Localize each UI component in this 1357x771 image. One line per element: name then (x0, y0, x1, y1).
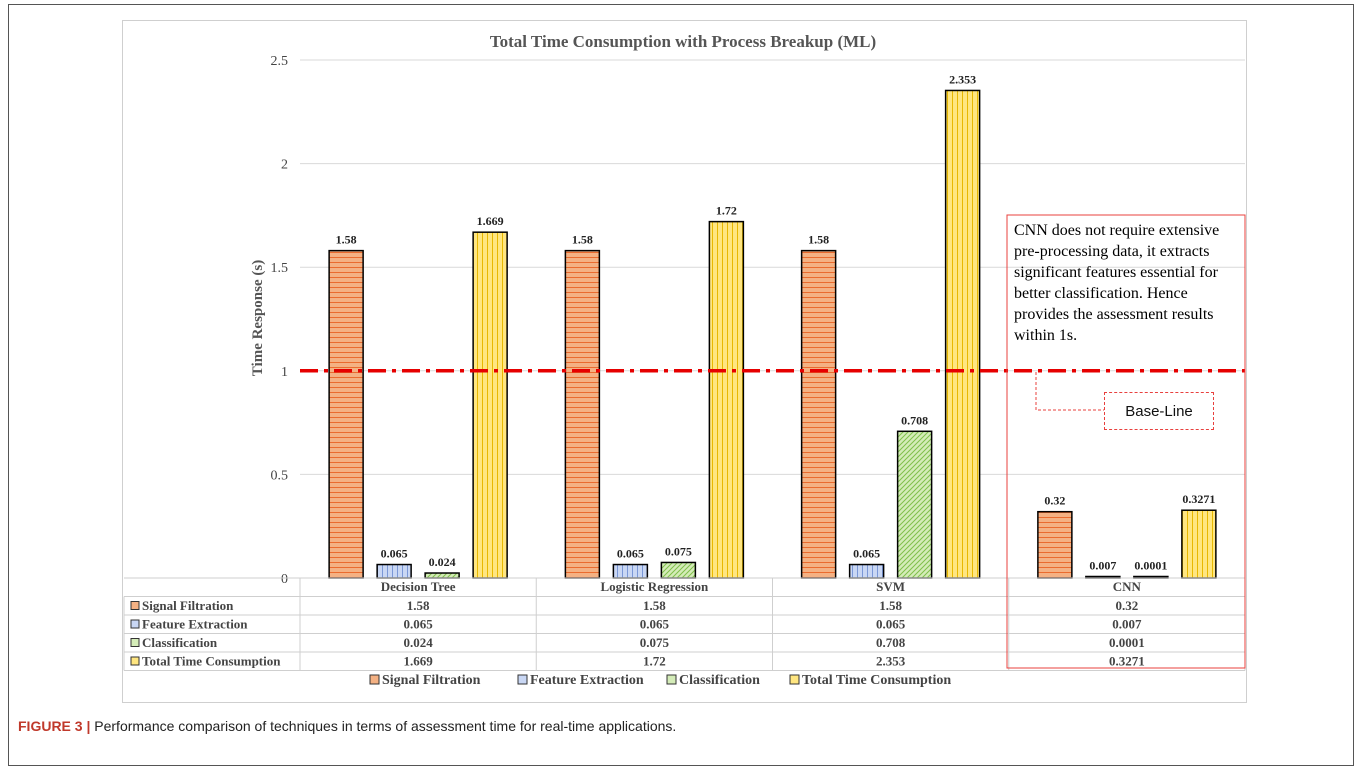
baseline-callout-connector (1035, 372, 1104, 411)
data-label: 0.3271 (1182, 492, 1215, 506)
table-row-label: Classification (142, 635, 218, 650)
data-label: 0.075 (665, 544, 692, 558)
legend-key (789, 674, 800, 685)
bar (472, 231, 508, 579)
caption-label: FIGURE 3 | (18, 718, 91, 734)
y-tick-label: 0.5 (271, 468, 289, 483)
bar (1181, 509, 1217, 579)
bar (708, 220, 745, 579)
data-label: 0.708 (901, 413, 928, 427)
table-cell: 0.007 (1112, 617, 1142, 632)
chart-title: Total Time Consumption with Process Brea… (490, 32, 876, 51)
legend-key (666, 674, 677, 685)
table-legend-key (130, 601, 140, 610)
table-legend-key (130, 638, 140, 647)
legend-key (369, 674, 380, 685)
table-cell: 0.065 (876, 617, 906, 632)
data-label: 1.58 (336, 233, 357, 247)
bar (424, 572, 460, 579)
caption-text: Performance comparison of techniques in … (90, 718, 677, 734)
bar (660, 561, 697, 579)
category-label: SVM (876, 579, 905, 594)
table-cell: 1.58 (879, 598, 902, 613)
figure-caption: FIGURE 3 | Performance comparison of tec… (18, 718, 676, 734)
table-cell: 1.58 (643, 598, 666, 613)
table-row-label: Feature Extraction (142, 617, 248, 632)
cnn-note-text: CNN does not require extensive pre-proce… (1014, 222, 1220, 344)
table-row-label: Total Time Consumption (142, 654, 281, 669)
table-row-label: Signal Filtration (142, 598, 234, 613)
bar (328, 249, 364, 579)
table-cell: 1.72 (643, 654, 666, 669)
data-label: 1.58 (572, 233, 593, 247)
bar (848, 563, 885, 579)
data-label: 0.0001 (1134, 559, 1167, 573)
legend-label: Feature Extraction (530, 673, 644, 688)
table-cell: 1.58 (407, 598, 430, 613)
bar (564, 249, 601, 579)
table-cell: 0.0001 (1109, 635, 1145, 650)
table-cell: 0.075 (640, 635, 670, 650)
data-label: 0.024 (429, 555, 456, 569)
data-label: 0.065 (381, 547, 408, 561)
chart-area (122, 20, 1247, 703)
table-cell: 0.024 (404, 635, 434, 650)
category-label: Logistic Regression (601, 579, 709, 594)
data-label: 0.065 (853, 547, 880, 561)
figure-frame (8, 4, 1354, 766)
y-tick-label: 2 (281, 158, 288, 173)
table-cell: 0.708 (876, 635, 906, 650)
table-cell: 0.3271 (1109, 654, 1145, 669)
data-label: 1.72 (716, 204, 737, 218)
data-label: 2.353 (949, 72, 976, 86)
legend-label: Total Time Consumption (802, 673, 951, 688)
cnn-highlight-box (1006, 214, 1246, 669)
bar (1037, 510, 1073, 579)
legend-label: Signal Filtration (382, 673, 481, 688)
bar (944, 89, 981, 579)
data-label: 1.669 (477, 214, 504, 228)
y-tick-label: 1.5 (271, 261, 289, 276)
table-cell: 2.353 (876, 654, 906, 669)
y-axis-label: Time Response (s) (250, 260, 266, 376)
table-cell: 1.669 (404, 654, 434, 669)
category-label: CNN (1113, 579, 1142, 594)
table-legend-key (130, 619, 140, 629)
data-label: 0.32 (1044, 494, 1065, 508)
bar (612, 563, 649, 579)
table-cell: 0.065 (404, 617, 434, 632)
data-label: 1.58 (808, 233, 829, 247)
data-label: 0.065 (617, 547, 644, 561)
bar (896, 430, 933, 579)
legend-key (517, 674, 528, 685)
bar (800, 249, 837, 579)
table-cell: 0.32 (1116, 598, 1139, 613)
y-tick-label: 2.5 (271, 54, 289, 69)
table-cell: 0.065 (640, 617, 670, 632)
y-tick-label: 0 (281, 572, 288, 587)
category-label: Decision Tree (381, 579, 456, 594)
baseline-label: Base-Line (1104, 392, 1214, 430)
bar (376, 563, 412, 579)
data-label: 0.007 (1089, 559, 1116, 573)
table-legend-key (130, 656, 140, 666)
y-tick-label: 1 (281, 365, 288, 380)
legend-label: Classification (679, 673, 760, 688)
